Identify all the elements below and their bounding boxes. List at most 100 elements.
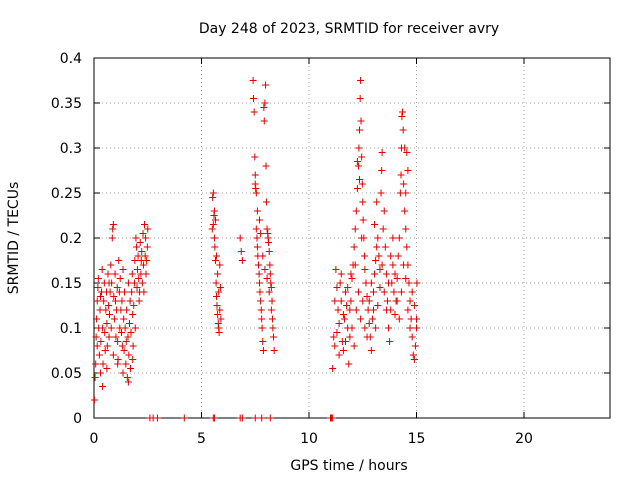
- data-point: [261, 266, 269, 273]
- data-point: [266, 261, 274, 269]
- data-point: [350, 342, 358, 350]
- y-tick-label: 0.1: [60, 321, 82, 337]
- data-point: [408, 333, 416, 341]
- data-point: [405, 279, 413, 287]
- data-point: [268, 315, 276, 323]
- data-point: [365, 320, 373, 327]
- data-point: [124, 279, 132, 287]
- data-point: [356, 95, 364, 102]
- data-point: [351, 261, 359, 269]
- data-point: [348, 275, 356, 282]
- data-point: [268, 297, 276, 305]
- data-point: [335, 351, 343, 359]
- data-point: [352, 207, 360, 215]
- data-point: [357, 117, 365, 125]
- data-point: [381, 243, 389, 251]
- data-point: [397, 288, 405, 296]
- data-point: [125, 351, 133, 359]
- data-point: [252, 225, 260, 233]
- data-point: [359, 198, 367, 206]
- data-point: [379, 225, 387, 233]
- x-tick-label: 20: [515, 431, 533, 447]
- data-point: [403, 149, 411, 156]
- data-point: [377, 189, 385, 197]
- data-point: [258, 324, 266, 332]
- data-point: [93, 342, 101, 350]
- data-point: [138, 248, 146, 255]
- data-point: [133, 266, 141, 273]
- data-point: [93, 315, 101, 323]
- data-point: [342, 288, 350, 296]
- data-point: [238, 257, 246, 264]
- data-point: [213, 252, 221, 260]
- data-point: [374, 234, 382, 242]
- data-point: [262, 198, 270, 206]
- data-point: [98, 266, 106, 273]
- data-point: [373, 243, 381, 251]
- data-point: [139, 230, 147, 237]
- data-point: [131, 324, 139, 332]
- data-point: [101, 329, 109, 336]
- data-point: [361, 266, 369, 273]
- data-point: [344, 284, 352, 291]
- data-point: [378, 167, 386, 174]
- data-point: [213, 302, 221, 309]
- data-point: [329, 414, 337, 422]
- data-point: [238, 414, 246, 422]
- data-point: [135, 275, 143, 282]
- data-point: [260, 104, 268, 111]
- data-point: [402, 225, 410, 233]
- data-point: [236, 234, 244, 242]
- data-point: [365, 297, 373, 305]
- data-point: [411, 342, 419, 350]
- x-tick-label: 0: [90, 431, 99, 447]
- data-point: [333, 329, 341, 336]
- data-point: [129, 342, 137, 350]
- data-point: [266, 414, 274, 422]
- data-point: [259, 252, 267, 260]
- data-point: [254, 261, 262, 269]
- data-point: [208, 225, 216, 233]
- data-point: [346, 333, 354, 341]
- data-point: [354, 162, 362, 170]
- data-point: [216, 261, 224, 269]
- data-point: [251, 171, 259, 179]
- data-point: [132, 234, 140, 242]
- data-point: [106, 288, 114, 296]
- data-point: [401, 144, 409, 152]
- x-tick-label: 5: [197, 431, 206, 447]
- data-point: [256, 279, 264, 287]
- data-point: [262, 81, 270, 89]
- data-point: [403, 243, 411, 251]
- data-point: [331, 342, 339, 350]
- data-point: [214, 311, 222, 318]
- data-point: [99, 360, 107, 368]
- data-point: [101, 347, 109, 354]
- data-point: [140, 288, 148, 296]
- data-point: [103, 342, 111, 350]
- data-point: [386, 338, 394, 345]
- data-point: [358, 153, 366, 161]
- data-point: [251, 414, 259, 422]
- data-point: [391, 311, 399, 318]
- data-point: [257, 230, 265, 237]
- data-point: [133, 284, 141, 291]
- data-point: [370, 288, 377, 296]
- data-point: [119, 369, 127, 377]
- data-point: [363, 293, 371, 300]
- data-point: [269, 324, 277, 332]
- data-point: [329, 365, 337, 372]
- chart-title: Day 248 of 2023, SRMTID for receiver avr…: [199, 21, 499, 37]
- y-tick-label: 0: [73, 411, 82, 427]
- data-point: [395, 315, 403, 323]
- data-point: [410, 302, 418, 309]
- data-point: [153, 414, 161, 422]
- data-point: [378, 149, 386, 156]
- data-point: [355, 144, 363, 152]
- data-point: [103, 320, 111, 327]
- data-point: [105, 333, 113, 341]
- data-point: [265, 288, 273, 296]
- data-point: [107, 261, 115, 269]
- data-point: [216, 284, 224, 291]
- y-tick-label: 0.05: [51, 366, 82, 382]
